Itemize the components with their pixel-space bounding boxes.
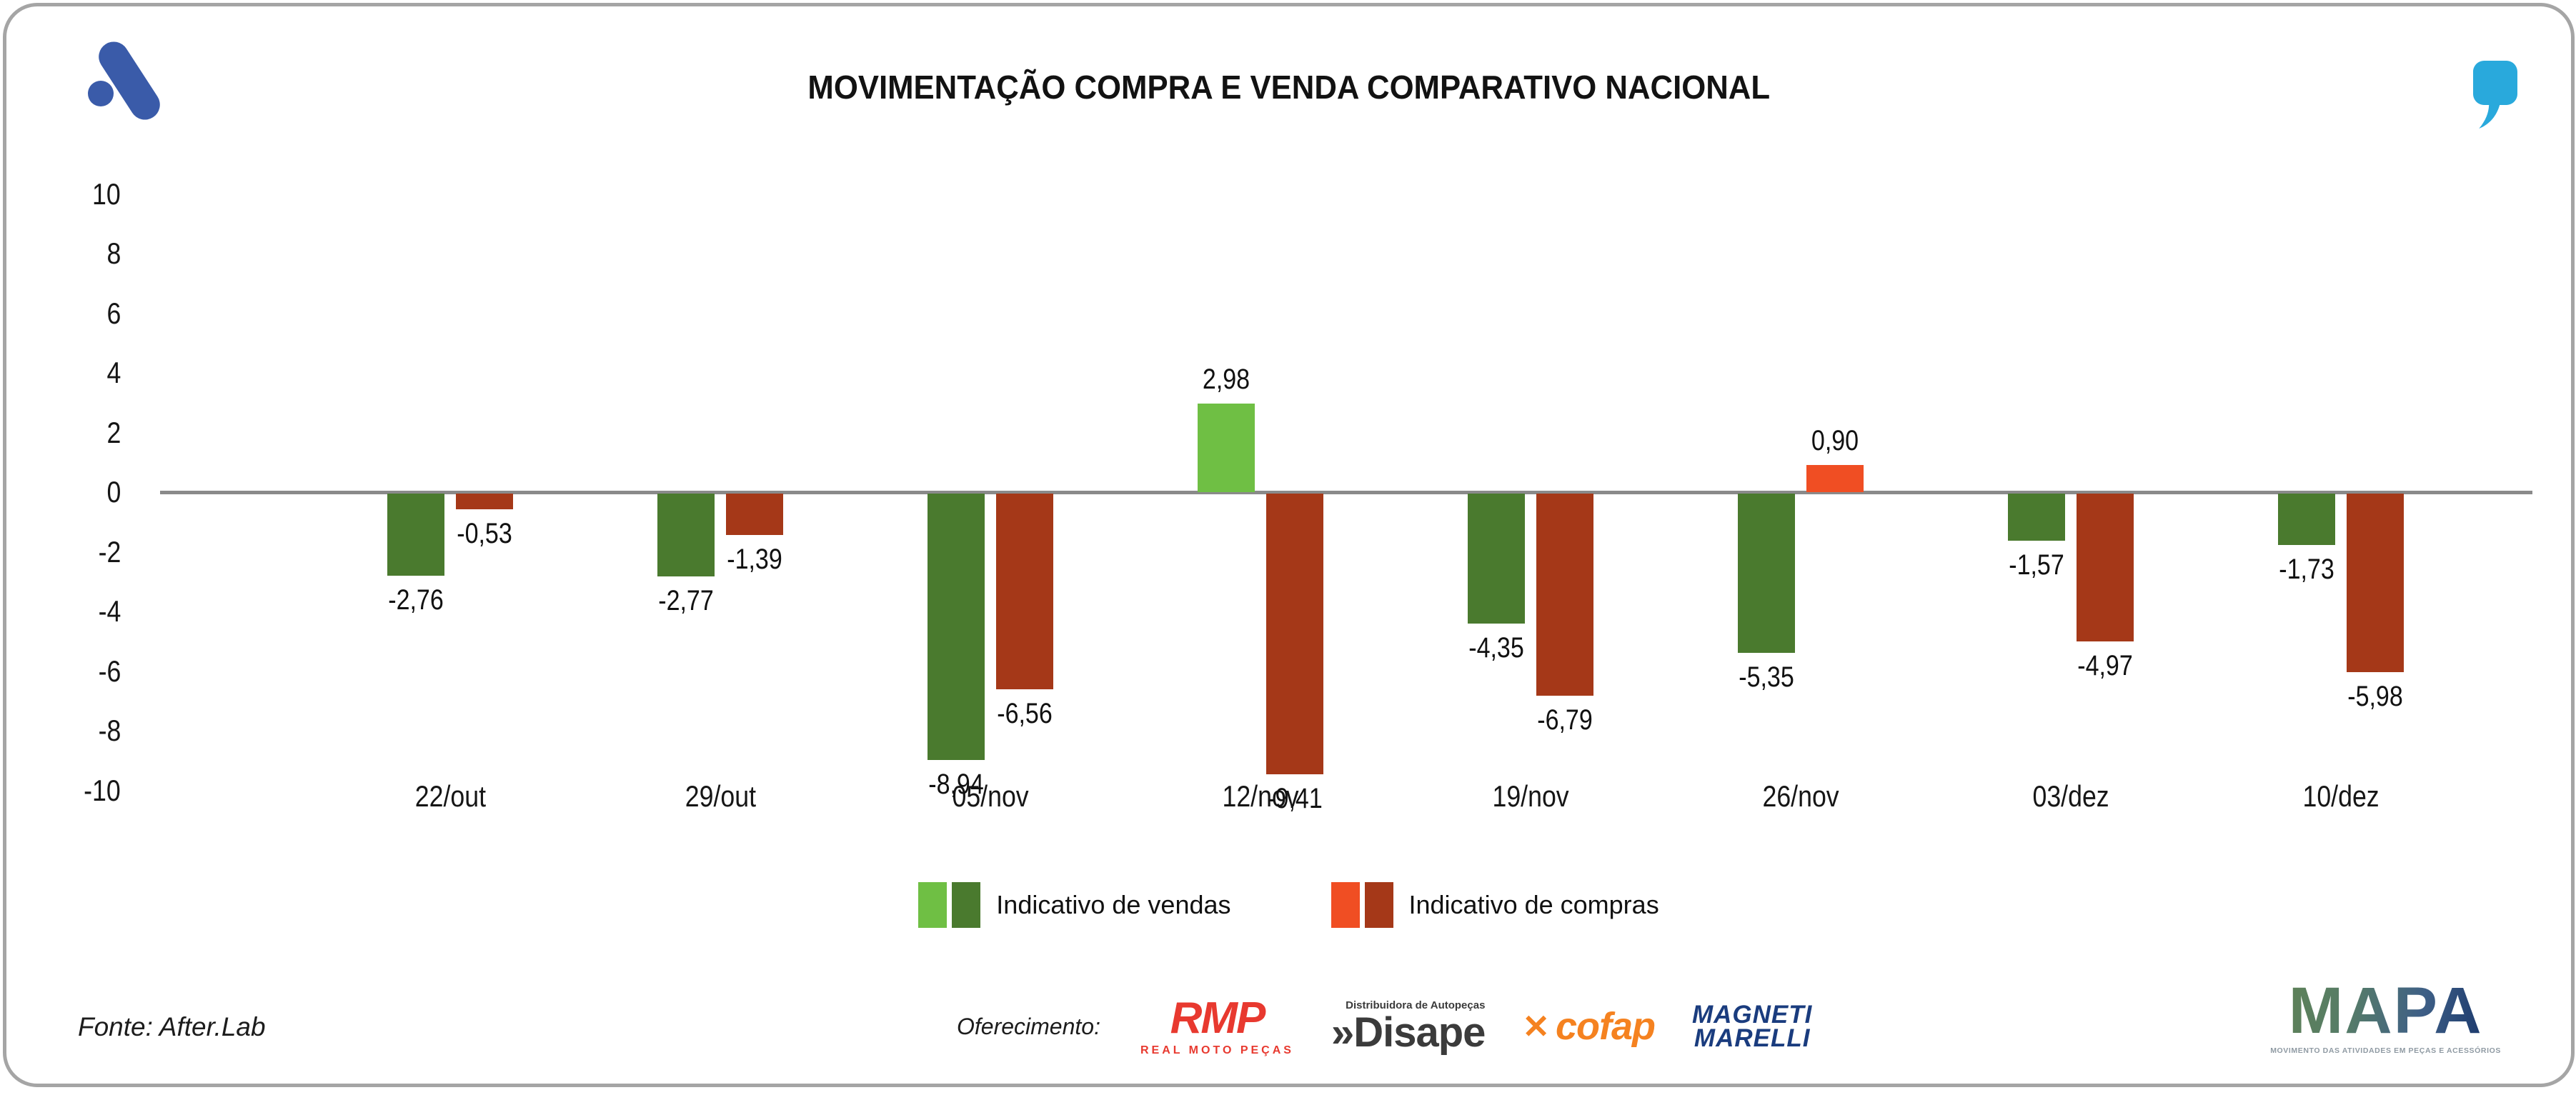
- magneti-marelli-logo: MAGNETI MARELLI: [1692, 1000, 1813, 1052]
- bar-vendas-22/out: [387, 494, 444, 576]
- x-axis-label-29/out: 29/out: [685, 779, 756, 813]
- oferecimento-label: Oferecimento:: [957, 1013, 1100, 1039]
- mapa-logo-tagline: MOVIMENTO DAS ATIVIDADES EM PEÇAS E ACES…: [2270, 1046, 2501, 1055]
- legend-item-compras: Indicativo de compras: [1331, 882, 1659, 928]
- page-title-text: MOVIMENTAÇÃO COMPRA E VENDA COMPARATIVO …: [807, 69, 1770, 106]
- magneti-line: MAGNETI: [1692, 1000, 1813, 1029]
- source-note: Fonte: After.Lab: [78, 1012, 266, 1041]
- bar-vendas-05/nov: [928, 494, 985, 761]
- bar-compras-22/out: [456, 494, 513, 510]
- x-axis-label-10/dez: 10/dez: [2302, 779, 2379, 813]
- bar-compras-05/nov: [996, 494, 1053, 689]
- value-label-vendas-12/nov: 2,98: [1202, 363, 1250, 395]
- afterlab-logo-dot: [88, 81, 114, 106]
- value-label-compras-12/nov: -9,41: [1267, 782, 1323, 814]
- value-label-compras-19/nov: -6,79: [1537, 704, 1593, 736]
- bar-vendas-19/nov: [1468, 494, 1525, 624]
- cofap-logo-text: cofap: [1555, 1005, 1656, 1048]
- bar-compras-19/nov: [1536, 494, 1593, 696]
- chart-legend: Indicativo de vendas Indicativo de compr…: [6, 882, 2571, 928]
- bar-vendas-26/nov: [1738, 494, 1795, 654]
- bar-vendas-12/nov: [1198, 403, 1255, 492]
- x-axis-zero-line: [160, 491, 2532, 494]
- value-label-compras-29/out: -1,39: [727, 544, 782, 576]
- legend-swatch-compras-positive: [1331, 882, 1360, 928]
- y-axis-tick--4: -4: [98, 594, 121, 628]
- value-label-compras-05/nov: -6,56: [997, 697, 1053, 729]
- quote-icon: [2473, 61, 2517, 129]
- rmp-logo: RMP REAL MOTO PEÇAS: [1140, 996, 1294, 1056]
- legend-swatch-vendas-negative: [952, 882, 981, 928]
- bar-compras-10/dez: [2347, 494, 2404, 672]
- y-axis-tick-8: 8: [106, 236, 121, 270]
- page-title: MOVIMENTAÇÃO COMPRA E VENDA COMPARATIVO …: [6, 68, 2571, 106]
- bar-vendas-03/dez: [2008, 494, 2065, 541]
- legend-item-vendas: Indicativo de vendas: [918, 882, 1231, 928]
- value-label-vendas-10/dez: -1,73: [2279, 554, 2334, 586]
- bar-vendas-29/out: [657, 494, 715, 576]
- value-label-compras-03/dez: -4,97: [2077, 650, 2133, 682]
- chart-card: MOVIMENTAÇÃO COMPRA E VENDA COMPARATIVO …: [3, 3, 2575, 1087]
- legend-swatch-compras-negative: [1364, 882, 1393, 928]
- disape-logo: Distribuidora de Autopeças »Disape: [1331, 999, 1486, 1056]
- bar-compras-26/nov: [1806, 465, 1864, 492]
- legend-swatch-vendas-positive: [918, 882, 948, 928]
- value-label-compras-10/dez: -5,98: [2347, 680, 2403, 712]
- value-label-vendas-05/nov: -8,94: [928, 769, 984, 801]
- x-axis-label-03/dez: 03/dez: [2032, 779, 2109, 813]
- y-axis-tick-2: 2: [106, 415, 121, 449]
- bar-vendas-10/dez: [2278, 494, 2335, 546]
- value-label-vendas-29/out: -2,77: [658, 584, 714, 616]
- disape-chevron-icon: »: [1331, 1009, 1354, 1056]
- legend-swatch-compras: [1331, 882, 1393, 928]
- disape-logo-text: »Disape: [1331, 1009, 1486, 1056]
- y-axis-tick--6: -6: [98, 654, 121, 688]
- legend-label-vendas: Indicativo de vendas: [996, 890, 1231, 919]
- y-axis-tick-6: 6: [106, 296, 121, 330]
- y-axis-tick-0: 0: [106, 475, 121, 509]
- x-axis-label-26/nov: 26/nov: [1762, 779, 1839, 813]
- y-axis-tick-4: 4: [106, 356, 121, 389]
- value-label-vendas-03/dez: -1,57: [2009, 549, 2064, 581]
- bar-compras-12/nov: [1266, 494, 1323, 774]
- cofap-x-icon: ✕: [1522, 1008, 1550, 1045]
- value-label-compras-22/out: -0,53: [457, 518, 512, 550]
- value-label-vendas-22/out: -2,76: [388, 584, 444, 616]
- rmp-logo-subtitle: REAL MOTO PEÇAS: [1140, 1044, 1294, 1056]
- x-axis-label-22/out: 22/out: [414, 779, 486, 813]
- afterlab-logo-icon: [71, 35, 166, 128]
- x-axis-label-19/nov: 19/nov: [1492, 779, 1569, 813]
- marelli-line: MARELLI: [1694, 1024, 1811, 1052]
- y-axis-tick--2: -2: [98, 534, 121, 569]
- bar-compras-03/dez: [2077, 494, 2134, 642]
- cofap-logo: ✕ cofap: [1522, 1005, 1656, 1048]
- rmp-logo-text: RMP: [1170, 994, 1266, 1043]
- x-axis-label-05/nov: 05/nov: [952, 779, 1029, 813]
- y-axis-tick-10: 10: [92, 176, 121, 211]
- y-axis-tick--8: -8: [98, 714, 121, 747]
- value-label-compras-26/nov: 0,90: [1811, 425, 1859, 457]
- value-label-vendas-19/nov: -4,35: [1468, 631, 1524, 664]
- legend-label-compras: Indicativo de compras: [1408, 890, 1659, 919]
- bar-chart: 10 8 6 4 2 0 -2 -4 -6 -8 -10 22/out -2,76 -0,53 29/out…: [6, 6, 2576, 1095]
- value-label-vendas-26/nov: -5,35: [1739, 661, 1794, 694]
- legend-swatch-vendas: [918, 882, 981, 928]
- mapa-logo-text: MAPA: [2270, 978, 2501, 1044]
- x-axis-label-12/nov: 12/nov: [1222, 779, 1299, 813]
- disape-logo-tagline: Distribuidora de Autopeças: [1346, 999, 1486, 1011]
- y-axis-tick--10: -10: [84, 773, 121, 807]
- bar-compras-29/out: [726, 494, 783, 536]
- sponsors-row: Oferecimento: RMP REAL MOTO PEÇAS Distri…: [957, 984, 1812, 1069]
- mapa-logo: MAPA MOVIMENTO DAS ATIVIDADES EM PEÇAS E…: [2270, 978, 2501, 1055]
